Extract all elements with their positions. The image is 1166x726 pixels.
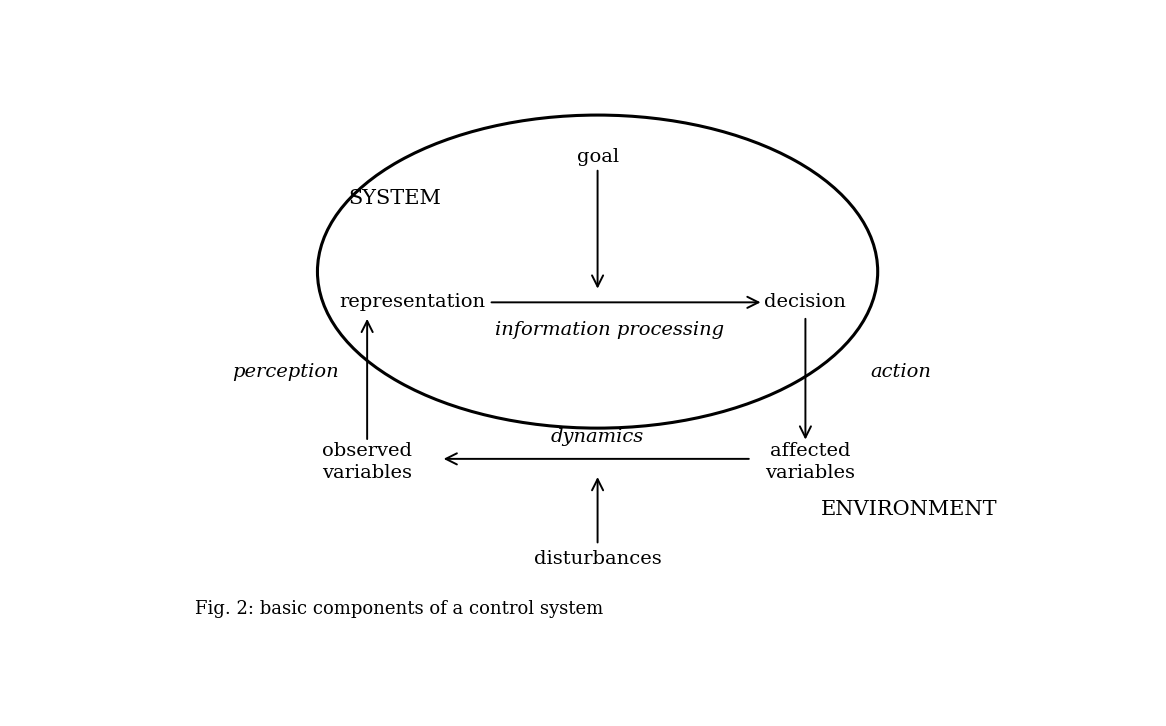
Text: goal: goal bbox=[576, 148, 619, 166]
Text: dynamics: dynamics bbox=[552, 428, 644, 446]
Text: representation: representation bbox=[339, 293, 485, 311]
Text: Fig. 2: basic components of a control system: Fig. 2: basic components of a control sy… bbox=[196, 600, 604, 619]
Text: decision: decision bbox=[765, 293, 847, 311]
Text: perception: perception bbox=[232, 363, 339, 381]
Text: SYSTEM: SYSTEM bbox=[347, 189, 441, 208]
Text: ENVIRONMENT: ENVIRONMENT bbox=[821, 499, 998, 518]
Text: disturbances: disturbances bbox=[534, 550, 661, 568]
Text: information processing: information processing bbox=[494, 322, 724, 339]
Text: observed
variables: observed variables bbox=[322, 441, 412, 482]
Text: affected
variables: affected variables bbox=[765, 441, 855, 482]
Text: action: action bbox=[870, 363, 930, 381]
